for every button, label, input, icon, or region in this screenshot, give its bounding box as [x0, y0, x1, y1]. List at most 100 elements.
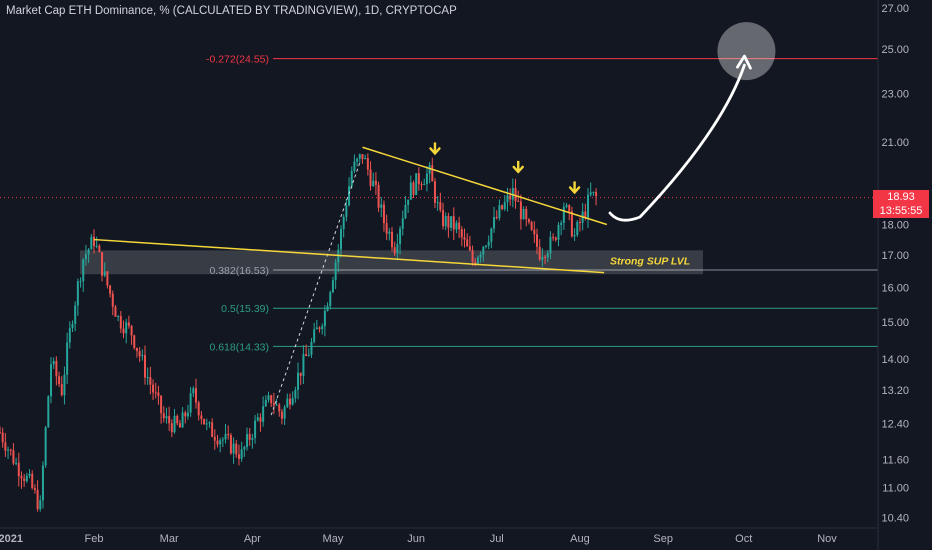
candle-body — [562, 206, 565, 223]
candle-body — [189, 393, 192, 413]
candle-body — [246, 434, 249, 448]
candle-body — [428, 165, 431, 174]
candle-body — [476, 257, 479, 264]
candle-body — [527, 219, 530, 223]
candle-body — [294, 389, 297, 398]
trendline-lower — [93, 238, 605, 274]
candle-body — [143, 355, 146, 378]
candle-body — [536, 234, 539, 247]
candle-body — [415, 173, 418, 195]
candle-body — [433, 181, 436, 203]
candle-body — [525, 209, 528, 220]
x-tick-label: Apr — [244, 533, 261, 545]
candle-body — [447, 216, 450, 228]
candle-body — [7, 449, 10, 451]
candle-body — [267, 395, 270, 400]
candle-body — [157, 392, 160, 396]
candle-body — [570, 211, 573, 237]
candle-body — [484, 245, 487, 247]
candle-body — [160, 395, 163, 414]
candle-body — [208, 422, 211, 424]
candle-body — [509, 195, 512, 200]
candle-body — [339, 229, 342, 250]
candle-body — [176, 415, 179, 424]
candle-body — [374, 180, 377, 185]
candle-body — [219, 440, 222, 445]
candle-body — [275, 404, 278, 406]
candle-body — [589, 192, 592, 195]
candle-body — [248, 434, 251, 440]
candle-body — [552, 237, 555, 239]
candle-body — [119, 316, 122, 329]
candle-body — [133, 335, 136, 348]
candle-body — [517, 200, 520, 202]
candle-body — [573, 235, 576, 237]
candle-body — [329, 292, 332, 306]
candle-body — [243, 447, 246, 450]
candle-body — [152, 384, 155, 393]
arrow-marker-head-icon — [568, 186, 581, 195]
candle-body — [412, 182, 415, 195]
arrow-marker-head-icon — [512, 165, 524, 174]
candle-body — [52, 360, 55, 365]
candle-body — [122, 328, 125, 334]
candle-body — [297, 372, 300, 390]
fib-label: 0.618(14.33) — [209, 341, 269, 353]
last-price-label: 18.93 — [873, 190, 929, 204]
candle-body — [498, 205, 501, 218]
candle-body — [178, 423, 181, 428]
candle-body — [568, 205, 571, 212]
candle-body — [549, 237, 552, 254]
y-tick-label: 16.00 — [881, 282, 909, 294]
candle-body — [272, 403, 275, 406]
candle-body — [468, 246, 471, 251]
x-tick-label: Nov — [817, 533, 837, 545]
candle-body — [369, 169, 372, 187]
fib-label: 0.382(16.53) — [209, 265, 269, 277]
projection-arrow — [608, 63, 746, 222]
chart-title: Market Cap ETH Dominance, % (CALCULATED … — [6, 5, 457, 17]
x-tick-label: Mar — [160, 533, 179, 545]
y-tick-label: 14.00 — [881, 354, 909, 366]
candle-body — [533, 229, 536, 235]
x-axis[interactable]: 2021 Feb Mar Apr May Jun Jul Aug Sep Oct Nov — [0, 533, 837, 545]
x-tick-label: Aug — [570, 533, 590, 545]
y-axis[interactable]: 27.00 25.00 23.00 21.00 18.00 17.00 16.00 15.00… — [881, 3, 909, 525]
candle-body — [425, 173, 428, 184]
candle-body — [240, 449, 243, 459]
candle-body — [66, 342, 69, 375]
candle-body — [519, 201, 522, 220]
candle-body — [458, 222, 461, 230]
candle-body — [342, 216, 345, 230]
candle-body — [460, 229, 463, 238]
y-tick-label: 18.00 — [881, 220, 909, 232]
candle-body — [417, 173, 420, 185]
candle-body — [95, 245, 98, 247]
y-tick-label: 13.20 — [881, 385, 909, 397]
candle-body — [103, 271, 106, 276]
y-tick-label: 21.00 — [881, 137, 909, 149]
candle-body — [138, 351, 141, 357]
candle-body — [466, 239, 469, 247]
candle-body — [366, 158, 369, 170]
y-tick-label: 11.60 — [882, 454, 909, 466]
candle-body — [213, 436, 216, 441]
candle-body — [318, 327, 321, 330]
trendline-upper — [362, 146, 608, 226]
fib-label: 0.5(15.39) — [221, 303, 269, 315]
candle-body — [47, 396, 50, 428]
candle-body — [353, 161, 356, 171]
candle-body — [587, 194, 590, 218]
candle-body — [101, 252, 104, 276]
candle-body — [20, 476, 23, 479]
candle-body — [125, 322, 128, 334]
candle-body — [256, 417, 259, 421]
candle-body — [334, 262, 337, 281]
candle-body — [195, 388, 198, 403]
candle-body — [487, 241, 490, 246]
y-tick-label: 17.00 — [881, 250, 909, 262]
candle-body — [592, 191, 595, 193]
candle-body — [307, 354, 310, 356]
candle-body — [372, 180, 375, 187]
